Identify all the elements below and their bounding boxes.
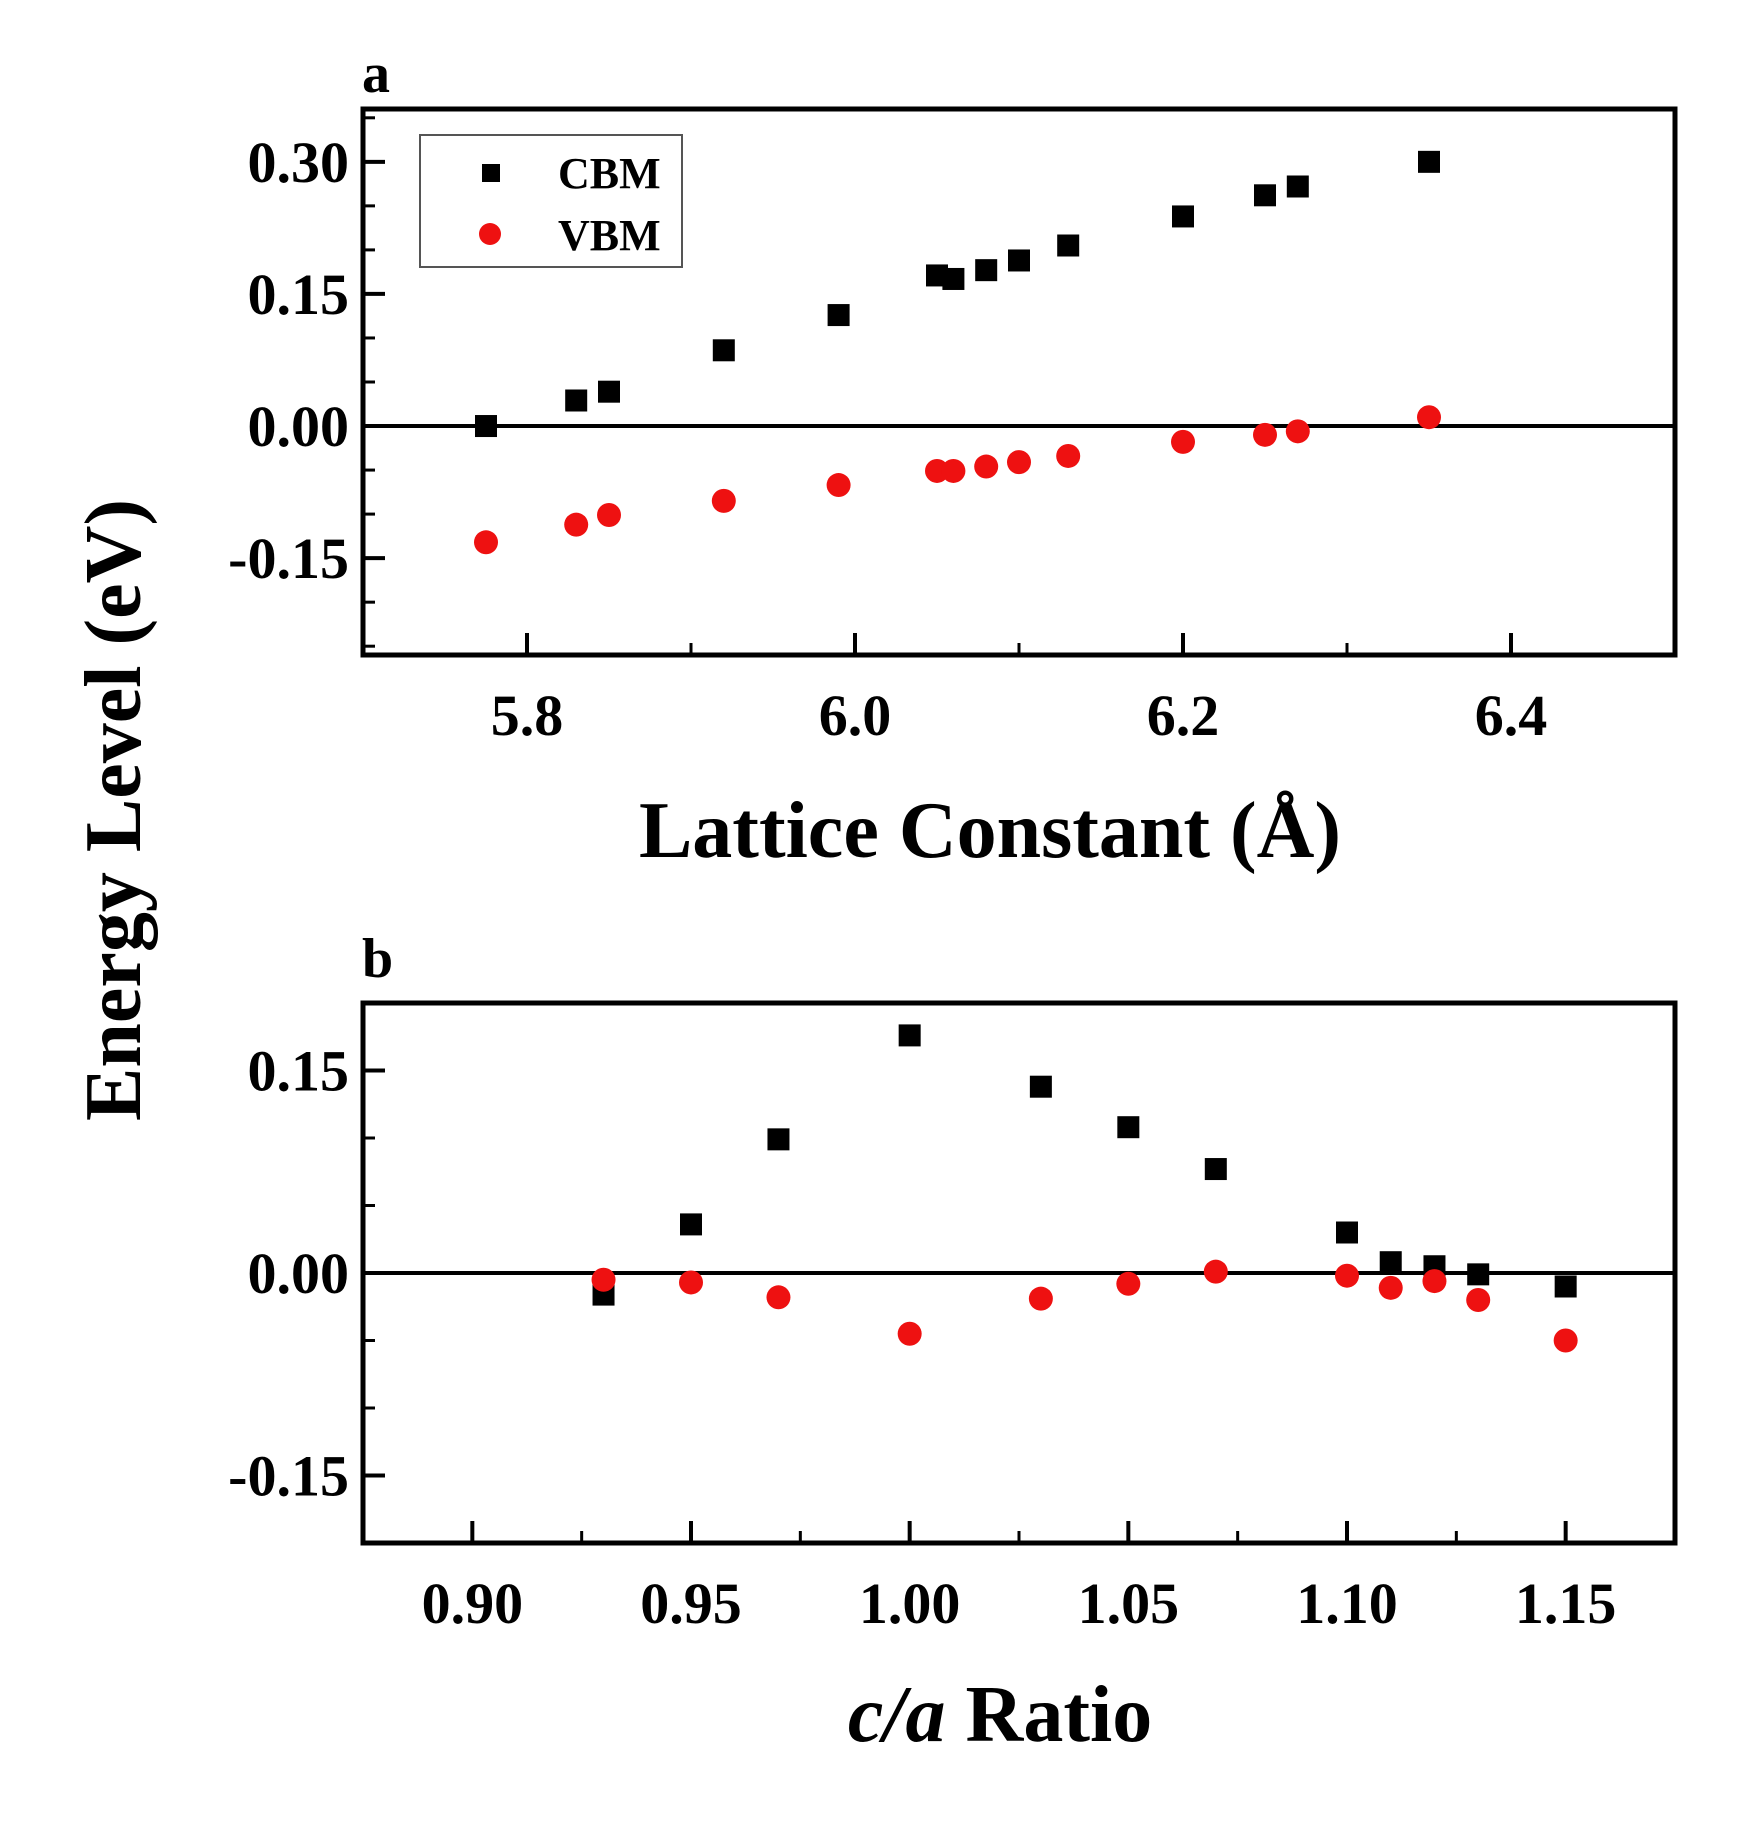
cbm-point [565,389,588,412]
vbm-point [1116,1271,1141,1296]
panel-b-label: b [362,928,393,990]
cbm-point [767,1128,790,1151]
cbm-point [942,267,965,290]
cbm-point [827,304,850,327]
y-tick-label: 0.30 [248,130,350,195]
vbm-point [1203,1259,1228,1284]
vbm-point [1007,450,1031,475]
cbm-point [1008,249,1030,272]
vbm-point [597,502,621,527]
x-tick-label: 5.8 [491,683,564,748]
x-tick-label: 1.00 [859,1571,961,1636]
vbm-point [679,1270,703,1295]
vbm-point [711,488,736,513]
panel-a-x-ticks: 5.8 6.0 6.2 6.4 [491,633,1548,748]
vbm-point [1028,1286,1053,1311]
x-tick-label: 1.10 [1296,1571,1398,1636]
legend-cbm-marker [482,164,500,182]
vbm-point [1553,1328,1578,1353]
vbm-point [564,512,589,537]
panel-a-points [474,150,1441,555]
panel-b-x-axis-title-italic: c/a [848,1671,946,1759]
panel-a: a -0.15 0.00 0.15 0.30 5.8 6.0 6.2 6.4 Lattice… [228,43,1678,875]
cbm-point [1029,1075,1052,1098]
y-tick-label: 0.00 [248,394,350,459]
legend-cbm-label: CBM [558,149,661,198]
cbm-point [1418,150,1440,173]
legend-vbm-label: VBM [558,211,661,260]
vbm-point [1056,443,1081,468]
y-tick-label: 0.00 [248,1241,350,1306]
x-tick-label: 1.05 [1078,1571,1180,1636]
x-tick-label: 0.90 [422,1571,524,1636]
y-tick-label: 0.15 [248,1039,350,1104]
vbm-point [826,473,851,498]
legend-vbm-marker [479,223,501,245]
cbm-point [1254,184,1276,207]
panel-a-y-ticks: -0.15 0.00 0.15 0.30 [228,116,385,648]
legend-box [419,134,683,268]
y-axis-title: Energy Level (eV) [70,499,158,1121]
cbm-point [712,339,735,362]
panel-b-x-axis-title: c/a Ratio [848,1671,1152,1759]
vbm-point [1285,419,1310,444]
vbm-point [1171,429,1195,454]
panel-a-x-axis-title: Lattice Constant (Å) [639,787,1341,875]
cbm-point [1336,1221,1358,1244]
cbm-point [1379,1251,1402,1274]
cbm-point [975,259,998,282]
vbm-point [1253,422,1277,447]
x-tick-label: 0.95 [640,1571,742,1636]
vbm-point [925,458,949,483]
vbm-point [591,1267,616,1292]
cbm-point [1467,1263,1490,1286]
cbm-point [680,1213,702,1236]
cbm-point [1117,1116,1140,1139]
cbm-point [1057,234,1080,257]
cbm-point [898,1024,921,1047]
y-tick-label: 0.15 [248,262,350,327]
cbm-point [1286,175,1309,198]
vbm-point [1417,405,1441,430]
x-tick-label: 6.0 [819,683,892,748]
cbm-point [475,415,497,438]
vbm-point [474,530,498,555]
x-tick-label: 1.15 [1515,1571,1617,1636]
vbm-point [1335,1263,1359,1288]
vbm-point [897,1321,922,1346]
cbm-point [1172,205,1194,228]
vbm-point [766,1285,791,1310]
legend: CBM VBM [419,134,683,268]
vbm-point [1378,1275,1403,1300]
vbm-point [1422,1269,1447,1294]
panel-a-label: a [362,43,390,105]
cbm-point [598,380,620,403]
y-tick-label: -0.15 [228,526,349,591]
vbm-point [974,454,999,479]
panel-b-points [591,1024,1578,1353]
panel-b-x-axis-title-rest: Ratio [946,1671,1153,1759]
panel-b-y-ticks: -0.15 0.00 0.15 [228,1039,385,1509]
x-tick-label: 6.4 [1475,683,1548,748]
panel-b-x-ticks: 0.90 0.95 1.00 1.05 1.10 1.15 [422,1521,1617,1636]
y-tick-label: -0.15 [228,1444,349,1509]
cbm-point [1204,1158,1227,1181]
panel-b: b -0.15 0.00 0.15 0.90 0.95 1.00 1.05 1.10 1.15… [228,928,1678,1759]
cbm-point [1554,1275,1577,1298]
vbm-point [941,458,966,483]
vbm-point [1466,1288,1491,1312]
x-tick-label: 6.2 [1147,683,1220,748]
